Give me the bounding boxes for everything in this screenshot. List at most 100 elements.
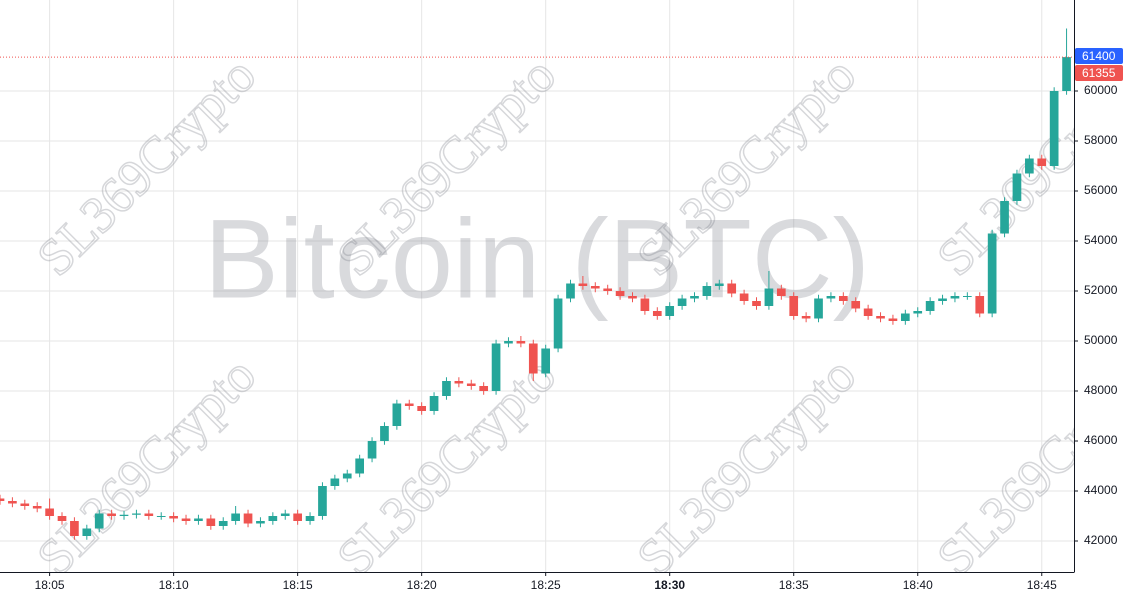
y-tick-label: 48000 [1084,383,1118,397]
candle-body [1000,201,1009,234]
x-tick-label: 18:15 [283,578,313,592]
candle-body [814,298,823,319]
candle-body [652,311,662,316]
candle [57,512,67,525]
candle [888,314,898,325]
y-tick-label: 46000 [1084,433,1118,447]
x-tick-label: 18:35 [779,578,809,592]
candle-body [156,516,166,517]
y-tick-label: 52000 [1084,283,1118,297]
candle-body [392,403,402,426]
candle [268,512,278,525]
candle [8,497,17,508]
y-tick-label: 54000 [1084,233,1118,247]
candle-body [280,513,290,516]
candle-body [677,298,687,306]
candle [119,511,129,520]
x-tick-label: 18:10 [159,578,189,592]
candle [776,284,786,300]
candle-body [925,301,935,311]
candle [0,494,5,505]
candle-body [206,518,216,526]
candle [925,297,935,315]
candle [838,292,848,305]
candle-body [442,381,451,396]
candle [566,279,575,303]
candle-body [789,296,799,316]
candle [243,509,253,528]
candle [615,287,625,300]
candle [541,344,551,378]
candle [144,509,154,520]
candle-body [94,513,104,529]
candle-body [318,486,327,516]
x-tick-label: 18:25 [531,578,561,592]
candle-body [826,296,836,299]
candle [553,294,563,353]
candle [305,512,315,525]
candle-body [615,291,625,296]
candle-body [342,473,352,479]
candle-body [838,296,848,301]
candle [169,512,178,523]
candle-body [963,296,972,297]
candle [789,292,799,320]
candle-body [516,341,526,344]
price-label-bg [1075,65,1123,81]
candle [491,339,501,395]
candle [392,399,402,430]
candle [987,229,997,318]
candle-body [863,308,873,316]
candle [107,509,116,520]
candle-body [950,296,960,299]
candle-body [404,403,414,406]
price-label: 61355 [1082,66,1116,80]
candle-body [454,381,464,384]
candle [206,514,216,530]
candle [256,517,265,528]
candle [727,279,737,298]
candle-body [603,288,613,291]
candle-body [801,316,811,319]
candle [181,514,191,525]
candle [665,302,675,320]
candle [20,499,30,510]
candle [690,292,699,303]
y-tick-label: 44000 [1084,483,1118,497]
candle [938,294,947,305]
candle [863,304,873,320]
candle [1062,28,1071,95]
candle [1012,169,1022,205]
candle [913,307,923,318]
candle [1000,197,1009,238]
candle-body [57,516,67,521]
candle [950,292,960,303]
candle [454,377,464,388]
x-tick-label: 18:05 [35,578,65,592]
candle-body [144,513,154,516]
candle-body [45,508,54,516]
candle [801,312,811,323]
candle [479,382,489,395]
candle [963,292,972,300]
candle-body [70,521,79,536]
candle-body [380,426,389,441]
candle-body [553,298,563,349]
candle [342,469,352,483]
candle [466,379,476,390]
candle [590,282,600,293]
candle [45,498,54,520]
candle-body [690,296,699,299]
candle [826,292,836,303]
candle-body [169,516,178,519]
candle [640,294,650,315]
candle [429,392,439,415]
candle [628,292,637,303]
candle [677,294,687,310]
candle-body [367,441,377,459]
candle-body [429,396,439,411]
candle-body [479,386,489,391]
y-tick-label: 50000 [1084,333,1118,347]
candle-body [541,348,551,374]
candle [218,517,228,530]
